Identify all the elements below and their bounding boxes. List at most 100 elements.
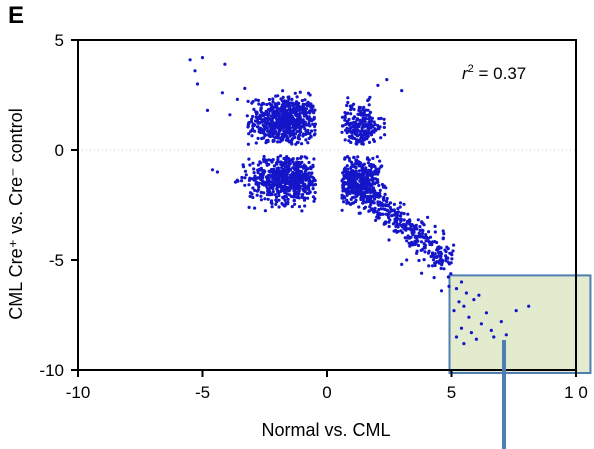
scatter-point [283, 191, 287, 195]
scatter-point [290, 180, 294, 184]
scatter-point [369, 207, 373, 211]
scatter-point [261, 114, 265, 118]
scatter-point [390, 214, 394, 218]
scatter-point [265, 133, 270, 137]
scatter-point [363, 120, 367, 124]
scatter-point [344, 122, 348, 126]
scatter-point [311, 163, 315, 167]
scatter-point [385, 78, 389, 82]
scatter-point [295, 195, 299, 199]
scatter-point [350, 136, 354, 140]
scatter-point [313, 124, 317, 129]
scatter-point [349, 184, 353, 188]
scatter-point [308, 131, 312, 135]
scatter-point [365, 184, 369, 188]
scatter-point [362, 190, 367, 195]
scatter-point [295, 157, 300, 161]
scatter-point [350, 134, 354, 138]
scatter-point [359, 136, 363, 140]
scatter-point [452, 243, 456, 247]
scatter-point [296, 193, 300, 197]
scatter-point [295, 120, 299, 124]
scatter-point [359, 112, 363, 116]
scatter-point [295, 95, 299, 99]
scatter-point [263, 197, 267, 201]
scatter-point [300, 125, 304, 129]
scatter-point [311, 122, 315, 126]
scatter-point [382, 117, 386, 121]
scatter-point [268, 132, 272, 136]
scatter-point [244, 173, 248, 177]
scatter-point [358, 189, 362, 193]
scatter-point [279, 160, 283, 164]
scatter-point [273, 193, 277, 197]
scatter-point [357, 107, 361, 111]
scatter-point [369, 197, 373, 201]
scatter-point [267, 162, 271, 166]
scatter-point [283, 107, 287, 111]
scatter-point [440, 263, 444, 267]
scatter-point [382, 121, 386, 125]
scatter-point [340, 130, 344, 134]
scatter-point [298, 129, 302, 134]
scatter-point [285, 125, 289, 129]
scatter-point [281, 123, 285, 127]
scatter-point [350, 130, 354, 135]
scatter-point [223, 62, 227, 66]
scatter-point [260, 174, 264, 178]
scatter-point [247, 183, 251, 187]
scatter-point [409, 226, 413, 230]
scatter-point [289, 140, 294, 144]
scatter-point [263, 121, 267, 125]
scatter-point [367, 117, 371, 121]
scatter-point [403, 236, 407, 240]
scatter-point [387, 220, 391, 224]
scatter-point [252, 167, 256, 171]
scatter-point [349, 160, 354, 164]
scatter-point [307, 160, 311, 165]
scatter-point [361, 166, 365, 170]
scatter-point [372, 164, 376, 168]
x-axis-title: Normal vs. CML [261, 420, 390, 440]
scatter-point [504, 333, 508, 337]
scatter-point [293, 135, 297, 139]
scatter-point [356, 112, 360, 116]
scatter-point [430, 243, 434, 247]
scatter-point [427, 264, 431, 268]
scatter-point [256, 136, 260, 140]
scatter-point [286, 100, 290, 104]
scatter-point [345, 201, 349, 205]
scatter-point [362, 109, 367, 113]
scatter-point [362, 130, 366, 134]
scatter-point [370, 172, 374, 176]
scatter-point [240, 179, 244, 183]
scatter-point [306, 167, 310, 171]
scatter-point [444, 250, 448, 254]
scatter-point [292, 199, 296, 203]
scatter-point [243, 86, 247, 90]
scatter-point [277, 132, 281, 136]
scatter-point [246, 123, 250, 127]
scatter-point [381, 203, 385, 208]
scatter-point [364, 113, 369, 117]
scatter-point [357, 211, 361, 215]
scatter-point [449, 272, 453, 276]
scatter-point [288, 120, 293, 124]
scatter-point [281, 115, 285, 119]
scatter-point [286, 200, 290, 205]
scatter-point [361, 123, 365, 127]
scatter-point [303, 102, 308, 106]
scatter-point [290, 97, 294, 101]
scatter-point [419, 240, 424, 244]
scatter-point [356, 193, 360, 197]
scatter-point [403, 226, 407, 230]
scatter-point [361, 113, 366, 117]
scatter-point [427, 249, 431, 253]
scatter-point [288, 162, 292, 166]
scatter-point [275, 188, 280, 193]
scatter-point [347, 117, 351, 121]
scatter-point [341, 171, 345, 175]
scatter-point [347, 122, 351, 126]
scatter-point [382, 125, 386, 129]
scatter-point [259, 198, 263, 202]
